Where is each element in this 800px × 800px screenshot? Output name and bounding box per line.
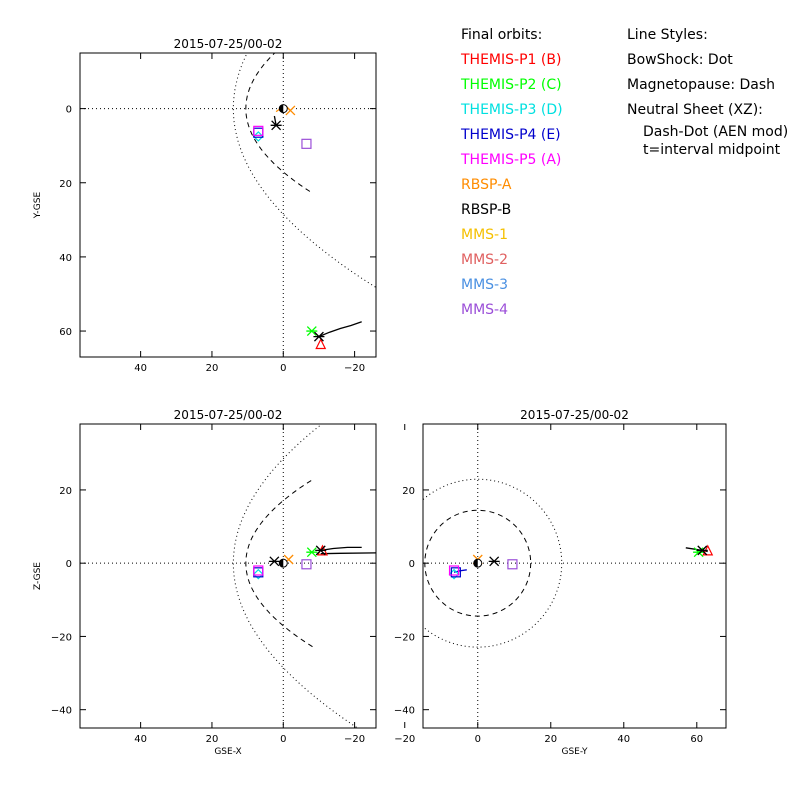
- x-tick-label: 0: [475, 734, 481, 745]
- legend-item-themis-p4: THEMIS-P4 (E): [461, 127, 561, 143]
- y-tick-label: 20: [59, 179, 72, 190]
- y-axis-label: Y-GSE: [33, 192, 43, 220]
- line-style-note-aen: Dash-Dot (AEN mod): [643, 124, 789, 140]
- y-axis-label: Z-GSE: [33, 562, 43, 590]
- earth-night-side: [279, 104, 284, 113]
- legend-item-mms-1: MMS-1: [461, 227, 509, 243]
- magnetopause-curve: [245, 53, 313, 194]
- marker-asterisk: [315, 545, 327, 556]
- plot-frame: [79, 52, 377, 358]
- magnetopause-curve: [245, 479, 313, 648]
- x-tick-label: 0: [280, 734, 286, 745]
- legend-item-rbsp-b: RBSP-B: [461, 202, 512, 218]
- line-style-neutral-sheet: Neutral Sheet (XZ):: [627, 102, 763, 118]
- y-tick-label: −20: [51, 632, 72, 643]
- y-tick-label: 0: [409, 559, 415, 570]
- marker-square: [448, 565, 460, 576]
- marker-square: [253, 565, 264, 576]
- legend-item-themis-p2: THEMIS-P2 (C): [461, 77, 562, 93]
- bowshock-curve: [232, 424, 359, 728]
- marker-asterisk: [696, 545, 708, 556]
- plot-area: [423, 478, 714, 648]
- marker-square: [301, 559, 312, 570]
- chart-panel-xy: 40 20 0 −20 0 20 40 60 2015-07-25/00-02 Y-GSE: [33, 37, 377, 374]
- x-tick-label: 60: [690, 734, 703, 745]
- y-tick-label: 60: [59, 327, 72, 338]
- legend-item-themis-p5: THEMIS-P5 (A): [461, 152, 562, 168]
- x-tick-label: 40: [134, 734, 147, 745]
- x-tick-label: −20: [344, 734, 365, 745]
- plot-area: [232, 424, 376, 728]
- chart-panel-yz: −20 0 20 40 60 −40 −20 0 20 2015-07-25/00-02 GSE-Y: [394, 408, 727, 757]
- x-tick-label: 0: [280, 363, 286, 374]
- marker-square: [301, 138, 312, 149]
- line-style-note-midpoint: t=interval midpoint: [643, 142, 781, 158]
- plot-frame: [79, 423, 377, 729]
- legend-item-mms-2: MMS-2: [461, 252, 509, 268]
- legend-item-rbsp-a: RBSP-A: [461, 177, 512, 193]
- marker-asterisk: [313, 331, 325, 342]
- orbit-track: [320, 552, 376, 555]
- marker-asterisk: [306, 326, 318, 337]
- y-tick-label: 40: [59, 253, 72, 264]
- orbit-track: [320, 546, 362, 552]
- legend-item-themis-p3: THEMIS-P3 (D): [461, 102, 563, 118]
- y-tick-label: −20: [394, 632, 415, 643]
- marker-asterisk: [693, 547, 705, 558]
- marker-diamond: [252, 568, 264, 580]
- marker-asterisk: [306, 547, 318, 558]
- orbit-track: [273, 115, 277, 126]
- earth-night-side: [473, 559, 478, 568]
- line-styles-header: Line Styles:: [627, 27, 708, 43]
- y-tick-label: 20: [402, 486, 415, 497]
- panel-title: 2015-07-25/00-02: [520, 408, 629, 422]
- y-tick-label: 0: [66, 105, 72, 116]
- y-tick-label: −40: [394, 706, 415, 717]
- x-tick-label: 20: [206, 363, 219, 374]
- x-tick-label: 40: [134, 363, 147, 374]
- orbits-legend: Final orbits: THEMIS-P1 (B) THEMIS-P2 (C…: [461, 23, 563, 323]
- marker-asterisk: [270, 120, 282, 131]
- orbits-legend-header: Final orbits:: [461, 27, 543, 43]
- y-tick-label: −40: [51, 706, 72, 717]
- marker-asterisk: [268, 556, 280, 567]
- y-tick-label: 0: [66, 559, 72, 570]
- chart-panel-xz: 40 20 0 −20 −40 −20 0 20 2015-07-25/00-02 GSE-X Z-…: [33, 408, 377, 757]
- line-style-bowshock: BowShock: Dot: [627, 52, 733, 68]
- marker-triangle: [315, 338, 327, 350]
- panel-title: 2015-07-25/00-02: [174, 408, 283, 422]
- magnetopause-circle: [424, 509, 532, 617]
- marker-square: [507, 559, 518, 570]
- marker-square: [450, 567, 461, 578]
- line-styles-legend: Line Styles: BowShock: Dot Magnetopause:…: [627, 23, 788, 159]
- x-tick-label: 20: [544, 734, 557, 745]
- earth-night-side: [279, 559, 284, 568]
- marker-square: [253, 125, 264, 136]
- plot-area: [232, 53, 376, 350]
- bowshock-circle: [423, 478, 563, 648]
- line-style-magnetopause: Magnetopause: Dash: [627, 77, 776, 93]
- legend-item-mms-4: MMS-4: [461, 302, 509, 318]
- marker-asterisk: [488, 556, 500, 567]
- x-tick-label: −20: [344, 363, 365, 374]
- orbit-track: [318, 321, 362, 338]
- legend-item-themis-p1: THEMIS-P1 (B): [461, 52, 562, 68]
- x-tick-label: −20: [394, 734, 415, 745]
- x-axis-label: GSE-X: [214, 747, 241, 757]
- legend-item-mms-3: MMS-3: [461, 277, 509, 293]
- x-tick-label: 20: [206, 734, 219, 745]
- x-tick-label: 40: [617, 734, 630, 745]
- panel-title: 2015-07-25/00-02: [174, 37, 283, 51]
- y-tick-label: 20: [59, 486, 72, 497]
- x-axis-label: GSE-Y: [561, 747, 588, 757]
- plot-frame: [422, 423, 727, 729]
